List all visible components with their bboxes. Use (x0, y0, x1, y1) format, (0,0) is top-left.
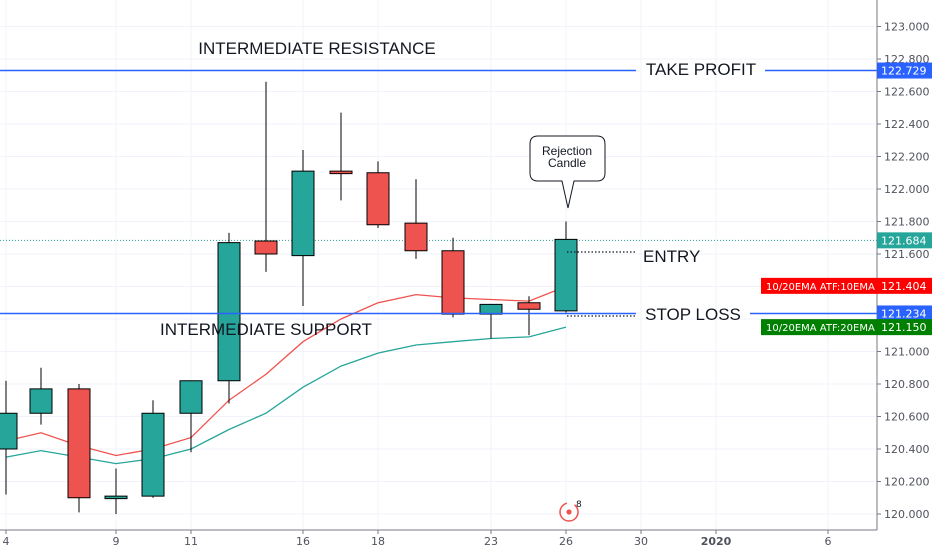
y-tick-label: 121.000 (884, 346, 930, 359)
candle[interactable] (29, 367, 53, 425)
entry-label: ENTRY (643, 247, 700, 266)
last-price-tag-text: 121.684 (881, 234, 927, 247)
candle[interactable] (404, 179, 428, 259)
stop-loss-tag-text: 121.234 (881, 307, 927, 320)
ema-line-20 (5, 326, 567, 465)
candle-body (291, 170, 315, 257)
x-tick-label: 2020 (701, 535, 732, 548)
x-tick-label: 23 (484, 535, 498, 548)
time-axis[interactable]: 4 9 11 16 18 23 26 30 2020 6 (0, 529, 877, 548)
ema-value-tag (877, 319, 932, 336)
candle-body (179, 380, 203, 414)
ema-value-tag (877, 277, 932, 294)
candle-body (404, 222, 428, 252)
candle-body (329, 170, 353, 175)
candle-body (0, 412, 18, 450)
callout-line2: Candle (548, 156, 586, 170)
candle-body (217, 242, 241, 382)
x-tick-label: 30 (634, 535, 648, 548)
candle-body (104, 495, 128, 500)
y-tick-label: 120.400 (884, 443, 930, 456)
grid (0, 0, 877, 530)
y-tick-label: 122.000 (884, 183, 930, 196)
candle[interactable] (141, 400, 165, 498)
candle-body (366, 172, 390, 226)
candle[interactable] (104, 468, 128, 515)
x-tick-label: 18 (371, 535, 385, 548)
candle-body (554, 238, 578, 312)
y-tick-label: 121.800 (884, 216, 930, 229)
candle-body (479, 303, 503, 315)
ema-line-10 (5, 285, 567, 457)
y-tick-label: 120.000 (884, 508, 930, 521)
candle[interactable] (67, 384, 91, 513)
ema-name-tag-text: 10/20EMA ATF:20EMA (766, 323, 875, 334)
ema-lines (5, 285, 567, 465)
candle-body (141, 412, 165, 497)
candle-body (254, 240, 278, 255)
x-tick-label: 9 (113, 535, 120, 548)
y-tick-label: 122.600 (884, 86, 930, 99)
x-tick-label: 26 (559, 535, 573, 548)
x-tick-label: 16 (296, 535, 310, 548)
ema-value-tag-text: 121.404 (881, 280, 927, 293)
y-tick-label: 120.800 (884, 378, 930, 391)
candle[interactable] (179, 380, 203, 453)
candle[interactable] (254, 81, 278, 272)
resistance-label: INTERMEDIATE RESISTANCE (198, 39, 435, 58)
level-lines[interactable] (0, 69, 877, 317)
axis-tags: 122.729 121.684 121.234 10/20EMA ATF:10EMA 1… (761, 62, 932, 336)
ema-name-tag (761, 319, 877, 336)
y-tick-label: 120.600 (884, 411, 930, 424)
y-tick-label: 122.400 (884, 118, 930, 131)
y-tick-label: 121.600 (884, 248, 930, 261)
y-tick-label: 123.000 (884, 21, 930, 34)
candle[interactable] (0, 380, 18, 495)
ema-value-tag-text: 121.150 (881, 321, 927, 334)
candle-body (441, 250, 465, 315)
take-profit-label: TAKE PROFIT (646, 60, 756, 79)
alert-badge[interactable]: 8 (559, 500, 582, 522)
y-tick-label: 122.200 (884, 151, 930, 164)
take-profit-tag-text: 122.729 (881, 65, 927, 78)
candle-body (29, 388, 53, 414)
candle[interactable] (366, 161, 390, 228)
candle[interactable] (291, 150, 315, 306)
stop-loss-label: STOP LOSS (645, 305, 741, 324)
candles[interactable] (0, 81, 578, 515)
candle-body (517, 302, 541, 310)
support-label: INTERMEDIATE SUPPORT (160, 320, 372, 339)
x-tick-label: 6 (825, 535, 832, 548)
candle[interactable] (329, 112, 353, 201)
x-tick-label: 4 (3, 535, 10, 548)
candle[interactable] (554, 221, 578, 313)
ema-name-tag (761, 277, 877, 294)
take-profit-tag (877, 62, 932, 79)
candle[interactable] (517, 296, 541, 336)
last-price-tag (877, 232, 932, 249)
stop-loss-tag (877, 305, 932, 322)
candle[interactable] (217, 232, 241, 404)
x-tick-label: 11 (184, 535, 198, 548)
y-tick-label: 120.200 (884, 476, 930, 489)
callout-line1: Rejection (542, 144, 592, 158)
badge-count: 8 (576, 500, 582, 510)
candle-body (67, 388, 91, 499)
ema-name-tag-text: 10/20EMA ATF:10EMA (766, 282, 875, 293)
rejection-candle-callout[interactable]: Rejection Candle (529, 135, 606, 209)
